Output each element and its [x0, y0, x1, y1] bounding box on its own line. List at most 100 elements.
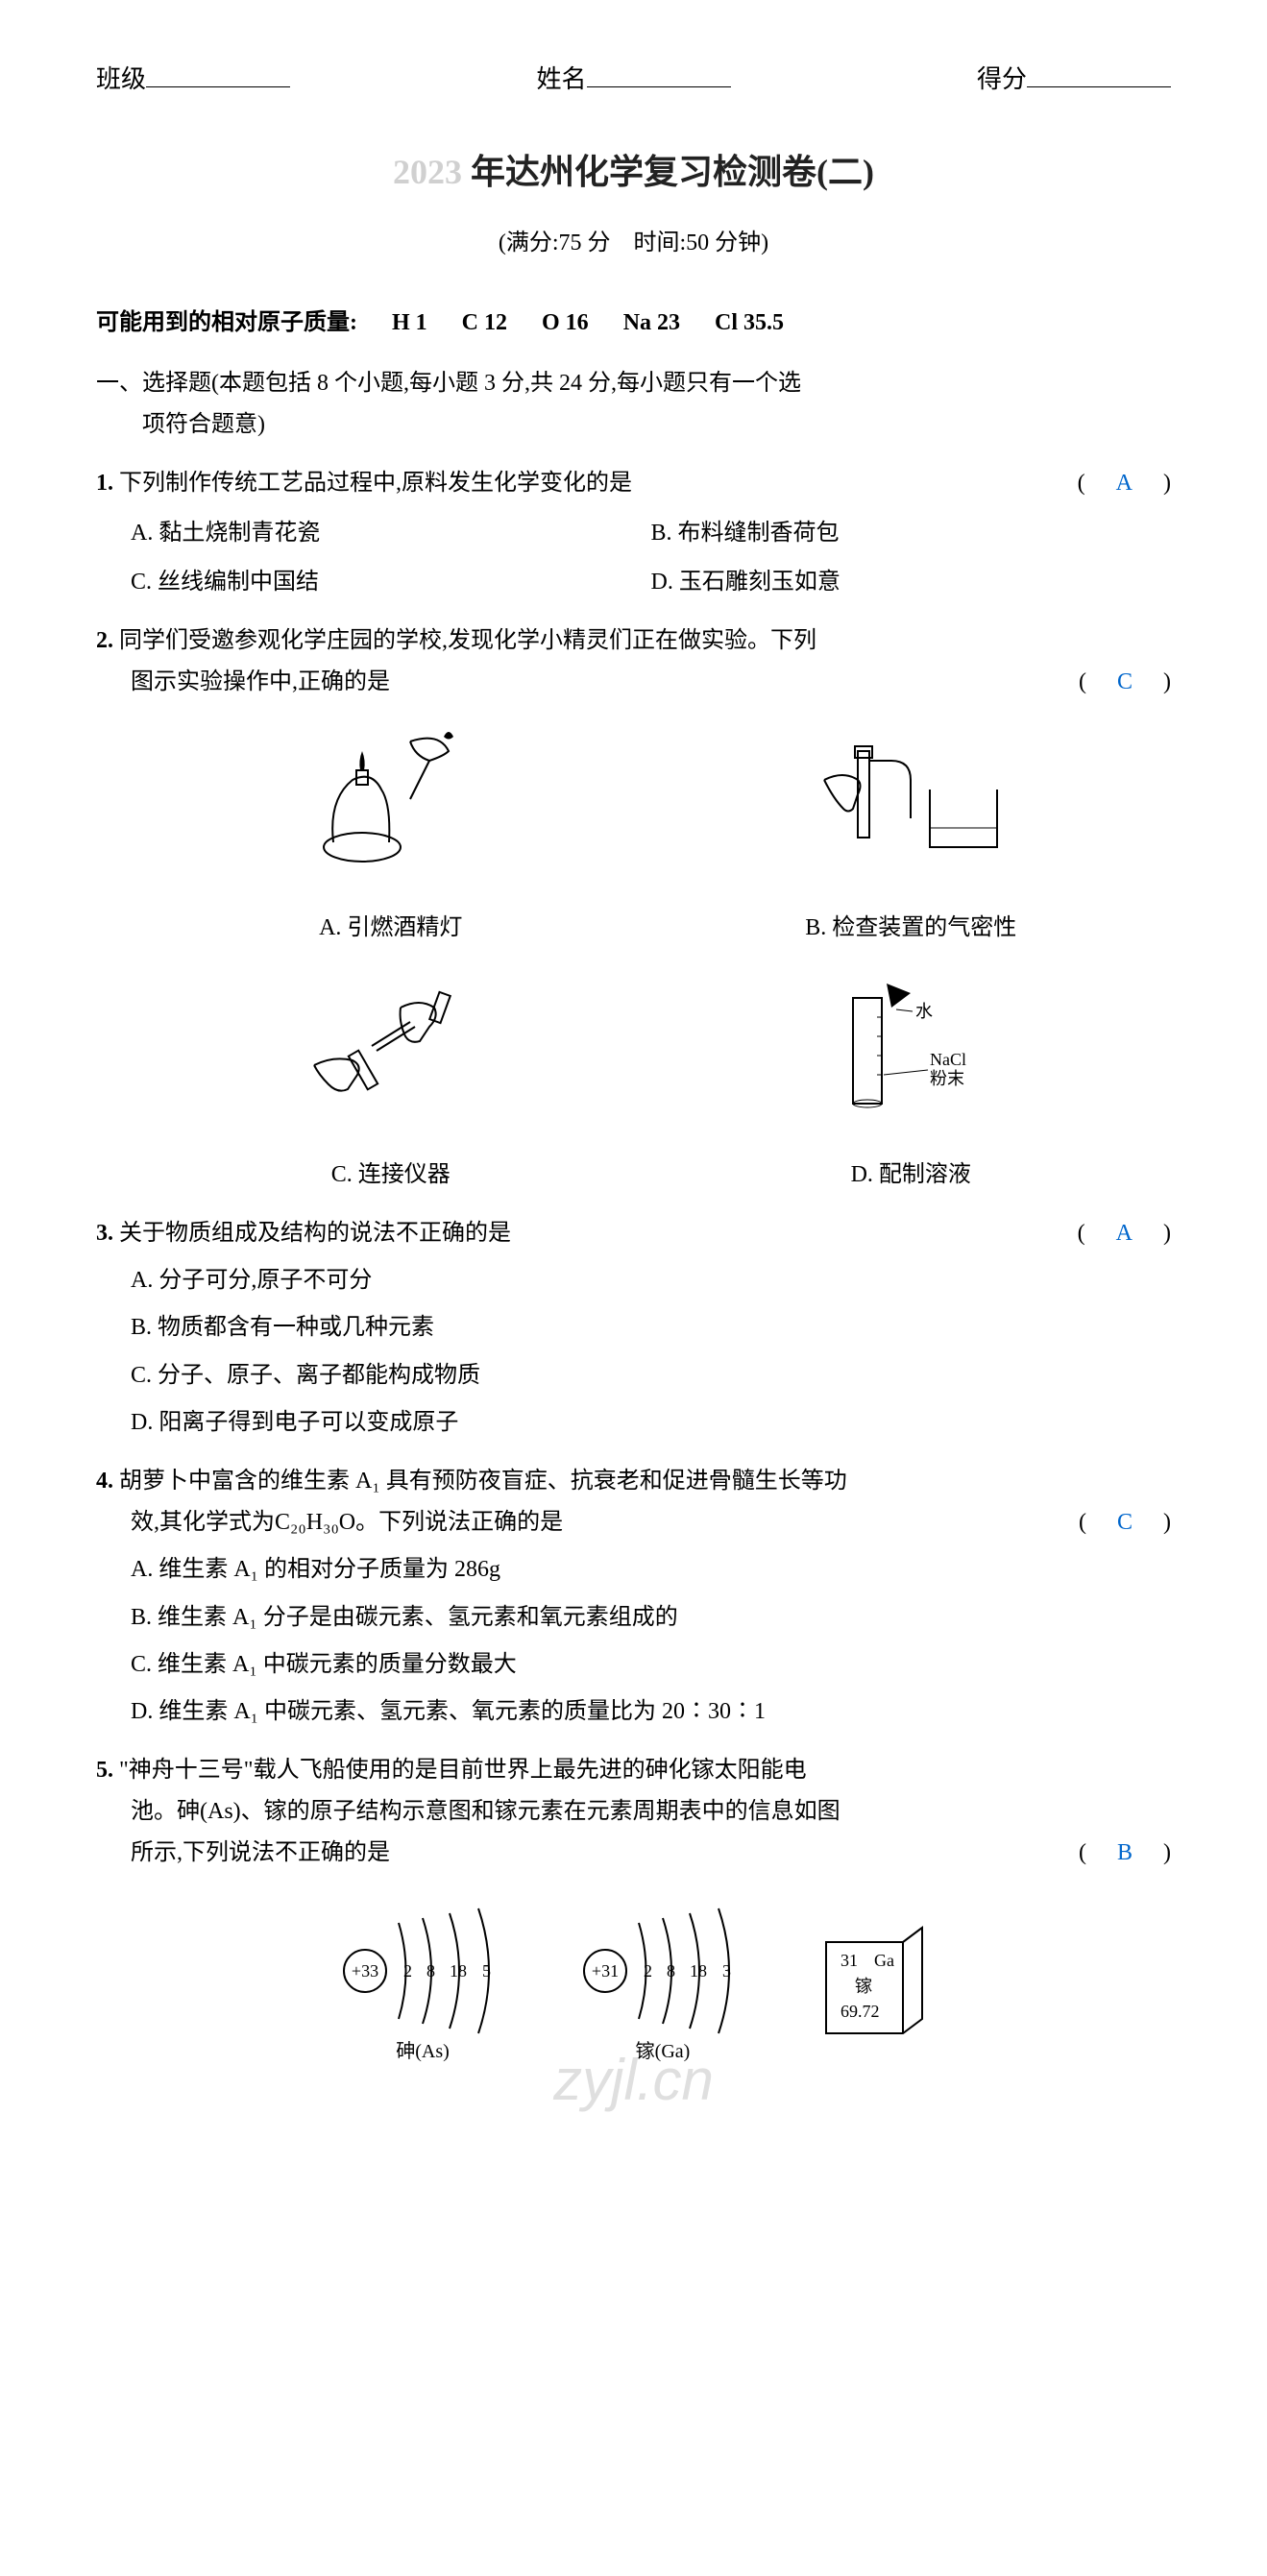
as-nucleus: +33 [351, 1961, 378, 1981]
q1-num: 1. [96, 471, 113, 496]
ga-label: 镓(Ga) [635, 2040, 690, 2062]
connect-icon [285, 969, 497, 1123]
question-2: 2. 同学们受邀参观化学庄园的学校,发现化学小精灵们正在做实验。下列 图示实验操… [96, 620, 1171, 1196]
atomic-cl: Cl 35.5 [715, 310, 784, 335]
water-label: 水 [915, 1002, 933, 1021]
svg-text:18: 18 [450, 1961, 467, 1981]
svg-text:8: 8 [667, 1961, 675, 1981]
q1-opt-d: D. 玉石雕刻玉如意 [651, 562, 1172, 603]
score-underline[interactable] [1027, 64, 1171, 87]
element-num: 31 [841, 1951, 858, 1970]
q5-text: "神舟十三号"载人飞船使用的是目前世界上最先进的砷化镓太阳能电 [119, 1758, 807, 1783]
q1-text: 下列制作传统工艺品过程中,原料发生化学变化的是 [119, 471, 632, 496]
svg-text:2: 2 [644, 1961, 652, 1981]
class-field[interactable]: 班级 [96, 58, 290, 103]
q4-answer: C [1109, 1510, 1140, 1535]
svg-text:5: 5 [482, 1961, 491, 1981]
atomic-mass: 可能用到的相对原子质量: H 1 C 12 O 16 Na 23 Cl 35.5 [96, 303, 1171, 344]
q2-caption-c: C. 连接仪器 [131, 1154, 651, 1196]
q3-text: 关于物质组成及结构的说法不正确的是 [119, 1221, 511, 1246]
element-name: 镓 [855, 1977, 872, 1996]
q4-opt-b: B. 维生素 A₁ 分子是由碳元素、氢元素和氧元素组成的 [96, 1597, 1171, 1639]
q3-answer: A [1109, 1221, 1140, 1246]
name-label: 姓名 [536, 58, 586, 103]
atomic-o: O 16 [542, 310, 589, 335]
question-5: 5. "神舟十三号"载人飞船使用的是目前世界上最先进的砷化镓太阳能电 池。砷(A… [96, 1750, 1171, 2067]
score-field[interactable]: 得分 [977, 58, 1171, 103]
q2-image-d: 水 NaCl 粉末 D. 配制溶液 [651, 969, 1172, 1196]
alcohol-lamp-icon [305, 722, 477, 876]
page-title: 2023 年达州化学复习检测卷(二) [96, 141, 1171, 204]
q1-answer: A [1109, 471, 1140, 496]
arsenic-atom-icon: +33 2 8 18 5 砷(As) [327, 1894, 538, 2067]
as-label: 砷(As) [396, 2040, 450, 2062]
header-row: 班级 姓名 得分 [96, 58, 1171, 103]
q2-caption-a: A. 引燃酒精灯 [131, 908, 651, 949]
nacl-label: NaCl [930, 1050, 966, 1069]
title-main: 年达州化学复习检测卷(二) [462, 153, 874, 191]
q3-num: 3. [96, 1221, 113, 1246]
ga-nucleus: +31 [591, 1961, 618, 1981]
q4-opt-d: D. 维生素 A₁ 中碳元素、氢元素、氧元素的质量比为 20∶30∶1 [96, 1691, 1171, 1733]
gallium-atom-icon: +31 2 8 18 3 镓(Ga) [567, 1894, 778, 2067]
q3-answer-paren: ( A ) [1078, 1213, 1171, 1254]
q1-opt-a: A. 黏土烧制青花瓷 [131, 513, 651, 554]
airtight-icon [805, 722, 1016, 876]
q2-images-row1: A. 引燃酒精灯 B. 检查装置的气密性 [96, 722, 1171, 949]
q2-text2: 图示实验操作中,正确的是 [131, 669, 390, 694]
q4-opt-c: C. 维生素 A₁ 中碳元素的质量分数最大 [96, 1644, 1171, 1686]
q5-diagram: +33 2 8 18 5 砷(As) +31 2 8 18 3 镓(Ga) [96, 1894, 1171, 2067]
q1-opt-b: B. 布料缝制香荷包 [651, 513, 1172, 554]
q2-image-b: B. 检查装置的气密性 [651, 722, 1172, 949]
q5-text3: 所示,下列说法不正确的是 [131, 1840, 390, 1865]
element-sym: Ga [874, 1951, 894, 1970]
q2-image-a: A. 引燃酒精灯 [131, 722, 651, 949]
q2-num: 2. [96, 628, 113, 653]
q2-answer: C [1109, 669, 1140, 694]
atomic-na: Na 23 [623, 310, 680, 335]
solution-icon: 水 NaCl 粉末 [805, 969, 1016, 1123]
q2-caption-b: B. 检查装置的气密性 [651, 908, 1172, 949]
q2-image-c: C. 连接仪器 [131, 969, 651, 1196]
svg-text:3: 3 [722, 1961, 731, 1981]
svg-text:8: 8 [426, 1961, 435, 1981]
q1-answer-paren: ( A ) [1078, 463, 1171, 504]
q4-text2: 效,其化学式为C₂₀H₃₀O。下列说法正确的是 [131, 1510, 563, 1535]
subtitle: (满分:75 分 时间:50 分钟) [96, 223, 1171, 264]
class-underline[interactable] [146, 64, 290, 87]
title-year: 2023 [393, 153, 462, 191]
q4-text: 胡萝卜中富含的维生素 A₁ 具有预防夜盲症、抗衰老和促进骨髓生长等功 [119, 1469, 847, 1494]
atomic-c: C 12 [462, 310, 507, 335]
q5-answer: B [1109, 1840, 1140, 1865]
q1-opt-c: C. 丝线编制中国结 [131, 562, 651, 603]
q3-opt-d: D. 阳离子得到电子可以变成原子 [96, 1402, 1171, 1444]
q3-opt-a: A. 分子可分,原子不可分 [96, 1260, 1171, 1301]
q2-images-row2: C. 连接仪器 水 NaCl 粉末 D. 配制溶液 [96, 969, 1171, 1196]
section1-header: 一、选择题(本题包括 8 个小题,每小题 3 分,共 24 分,每小题只有一个选 [96, 363, 1171, 404]
question-1: 1. 下列制作传统工艺品过程中,原料发生化学变化的是 ( A ) A. 黏土烧制… [96, 463, 1171, 603]
element-box-icon: 31 Ga 镓 69.72 [807, 1913, 941, 2048]
atomic-h: H 1 [392, 310, 427, 335]
q5-num: 5. [96, 1758, 113, 1783]
section1-header-cont: 项符合题意) [96, 404, 1171, 446]
question-4: 4. 胡萝卜中富含的维生素 A₁ 具有预防夜盲症、抗衰老和促进骨髓生长等功 效,… [96, 1461, 1171, 1733]
q2-caption-d: D. 配制溶液 [651, 1154, 1172, 1196]
score-label: 得分 [977, 58, 1027, 103]
q5-text2: 池。砷(As)、镓的原子结构示意图和镓元素在元素周期表中的信息如图 [131, 1799, 841, 1824]
q3-opt-c: C. 分子、原子、离子都能构成物质 [96, 1355, 1171, 1397]
q2-text: 同学们受邀参观化学庄园的学校,发现化学小精灵们正在做实验。下列 [119, 628, 816, 653]
q5-answer-paren: ( B ) [1079, 1833, 1171, 1874]
q4-opt-a: A. 维生素 A₁ 的相对分子质量为 286g [96, 1549, 1171, 1591]
q2-answer-paren: ( C ) [1079, 662, 1171, 703]
atomic-mass-label: 可能用到的相对原子质量: [96, 310, 357, 335]
question-3: 3. 关于物质组成及结构的说法不正确的是 ( A ) A. 分子可分,原子不可分… [96, 1213, 1171, 1444]
name-field[interactable]: 姓名 [536, 58, 730, 103]
class-label: 班级 [96, 58, 146, 103]
name-underline[interactable] [587, 64, 731, 87]
element-mass: 69.72 [841, 2002, 880, 2021]
powder-label: 粉末 [930, 1069, 964, 1088]
q3-opt-b: B. 物质都含有一种或几种元素 [96, 1307, 1171, 1349]
q4-num: 4. [96, 1469, 113, 1494]
q4-answer-paren: ( C ) [1079, 1502, 1171, 1543]
svg-text:18: 18 [690, 1961, 707, 1981]
